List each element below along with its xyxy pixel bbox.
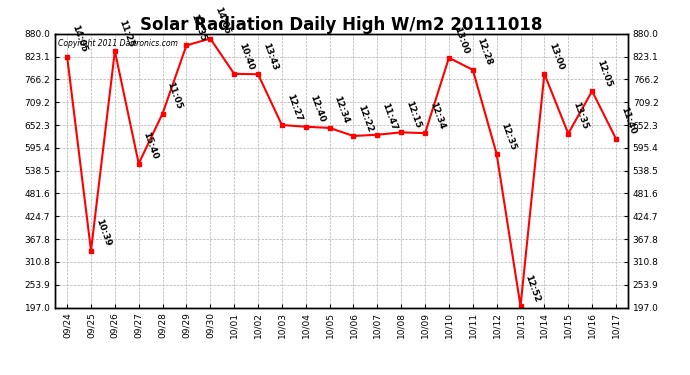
Text: 13:35: 13:35 [189,13,208,43]
Text: 12:35: 12:35 [500,121,518,151]
Text: 13:00: 13:00 [547,41,565,71]
Text: 12:27: 12:27 [285,92,303,122]
Text: 14:05: 14:05 [70,24,88,54]
Text: 11:05: 11:05 [166,81,184,111]
Text: 12:28: 12:28 [475,37,494,67]
Text: 15:40: 15:40 [141,131,160,161]
Text: 11:47: 11:47 [380,102,398,132]
Text: 10:39: 10:39 [94,218,112,248]
Text: 12:34: 12:34 [428,100,446,130]
Text: 14:05: 14:05 [213,6,231,36]
Text: 12:52: 12:52 [523,273,542,303]
Text: 12:22: 12:22 [356,103,375,133]
Text: 12:40: 12:40 [308,94,327,124]
Text: 13:43: 13:43 [261,41,279,72]
Text: 13:00: 13:00 [452,25,470,55]
Text: 13:35: 13:35 [571,101,589,131]
Text: 11:25: 11:25 [117,18,136,48]
Text: 12:05: 12:05 [595,58,613,88]
Text: 12:15: 12:15 [404,100,422,130]
Text: Copyright 2011 Dartronics.com: Copyright 2011 Dartronics.com [58,39,178,48]
Text: 12:34: 12:34 [333,95,351,125]
Title: Solar Radiation Daily High W/m2 20111018: Solar Radiation Daily High W/m2 20111018 [140,16,543,34]
Text: 10:40: 10:40 [237,41,255,71]
Text: 11:40: 11:40 [619,106,637,136]
